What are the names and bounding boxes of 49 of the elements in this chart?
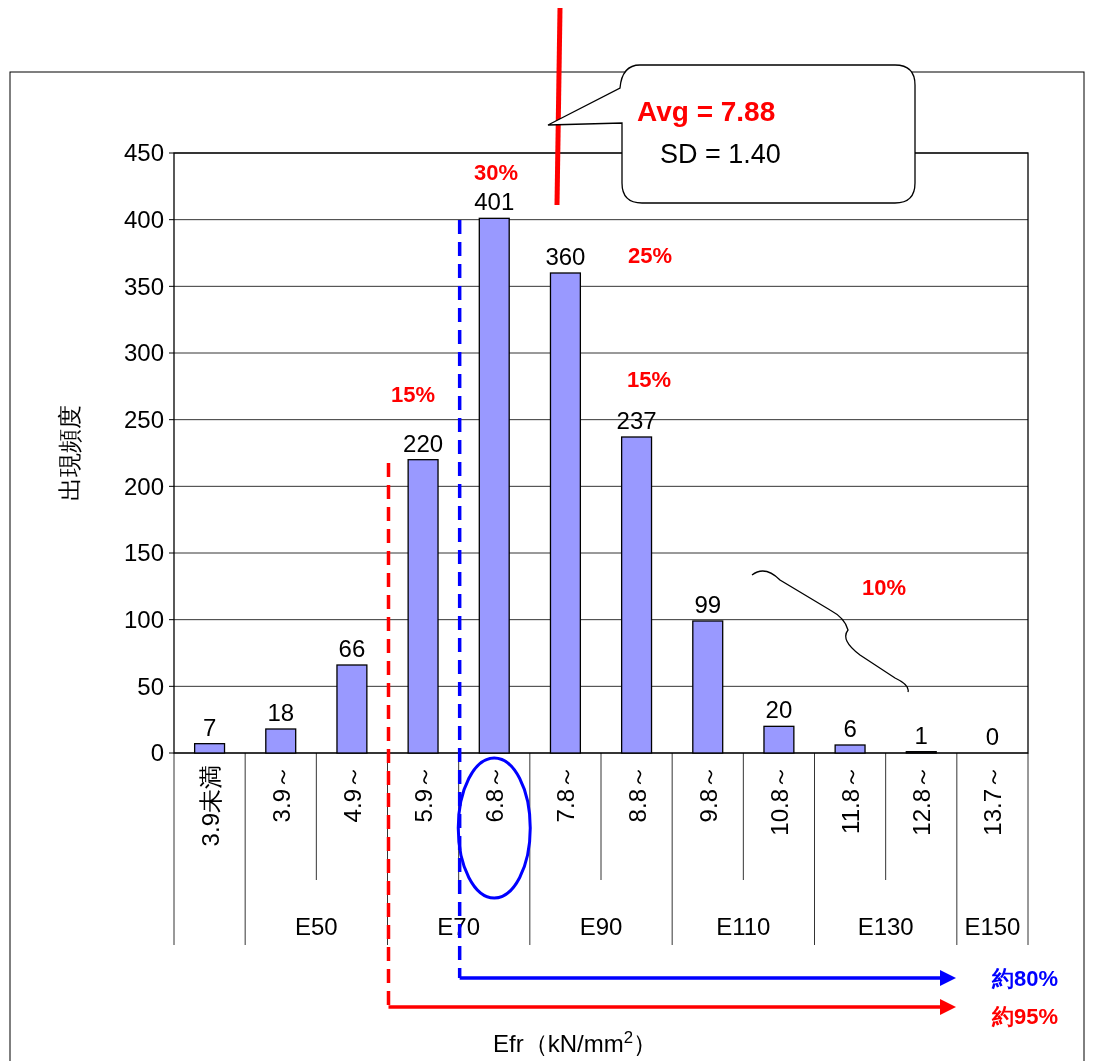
y-axis-title: 出現頻度 (56, 405, 83, 501)
y-tick-label: 450 (123, 139, 164, 167)
text: E50 (294, 913, 338, 940)
annotation: SD = 1.40 (660, 139, 781, 169)
text: E150 (964, 913, 1021, 940)
x-tick-label: 13.7～ (979, 765, 1007, 836)
text: Efr（kN/mm$^{2}$） (493, 1027, 657, 1057)
x-tick-label: 9.8～ (694, 765, 722, 823)
annotation: 30% (473, 160, 519, 185)
y-tick-label: 300 (123, 339, 164, 367)
y-tick-label: 200 (123, 472, 164, 500)
x-tick-label: 8.8～ (623, 765, 651, 823)
x-tick-label: 3.9～ (267, 765, 295, 823)
data-label: 7 (202, 713, 217, 741)
data-label: 360 (545, 243, 586, 270)
text: E90 (579, 913, 623, 940)
data-label: 1 (914, 721, 928, 749)
x-tick-label: 5.9～ (410, 765, 438, 823)
data-label: 401 (474, 188, 515, 216)
x-tick-label: 12.8～ (908, 765, 936, 836)
ref-line-label: 約95% (991, 1004, 1059, 1029)
text: Avg = 7.88 (637, 96, 776, 127)
data-label: 6 (843, 715, 857, 742)
text: E110 (716, 913, 771, 940)
x-tick-label: 4.9～ (338, 765, 366, 823)
data-label: 20 (765, 696, 793, 724)
x-tick-label: 10.8～ (765, 765, 793, 836)
data-label: 99 (694, 591, 722, 618)
y-tick-label: 0 (150, 739, 164, 767)
x-tick-label: 11.8～ (837, 765, 865, 834)
annotation: 15% (626, 367, 672, 392)
data-label: 18 (267, 699, 295, 726)
annotation: 15% (390, 382, 436, 407)
y-tick-label: 150 (123, 539, 164, 567)
x-tick-label: 6.8～ (481, 765, 509, 823)
annotation: 25% (627, 243, 673, 268)
ref-line-label: 約80% (991, 965, 1059, 991)
y-tick-label: 100 (123, 606, 164, 634)
x-tick-label: 7.8～ (552, 765, 580, 823)
data-label: 0 (985, 723, 1000, 750)
y-tick-label: 50 (137, 672, 164, 700)
y-tick-label: 350 (123, 272, 164, 300)
text: E130 (857, 913, 914, 940)
annotation: 10% (861, 575, 907, 600)
data-label: 220 (403, 429, 444, 457)
x-tick-label: 3.9未満 (196, 765, 224, 847)
y-tick-label: 400 (123, 206, 164, 234)
y-tick-label: 250 (123, 406, 164, 434)
data-label: 66 (338, 635, 366, 662)
